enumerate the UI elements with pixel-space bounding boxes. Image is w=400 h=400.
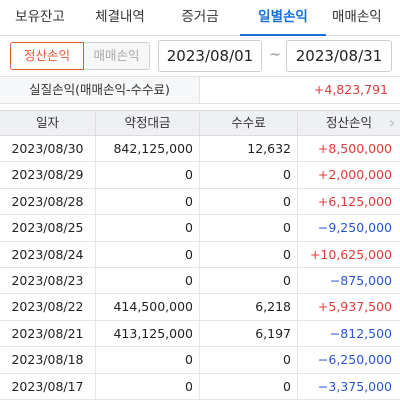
row-date: 2023/08/24 xyxy=(0,241,96,267)
realized-pnl-label: 실질손익(매매손익-수수료) xyxy=(0,77,200,103)
row-settlement-pnl: −6,250,000 xyxy=(317,352,392,368)
row-settlement-pnl: +5,937,500 xyxy=(317,299,392,315)
chevron-right-icon[interactable]: › xyxy=(384,111,400,135)
row-fee: 0 xyxy=(200,162,298,188)
row-date: 2023/08/23 xyxy=(0,267,96,294)
row-fee: 0 xyxy=(200,267,298,294)
row-contract-amount: 413,125,000 xyxy=(96,320,200,347)
date-from-field[interactable]: 2023/08/01 xyxy=(158,40,262,72)
date-to-field[interactable]: 2023/08/31 xyxy=(286,40,392,72)
row-fee: 0 xyxy=(200,373,298,399)
mode-settlement-pnl-button[interactable]: 정산손익 xyxy=(10,42,84,70)
row-date: 2023/08/28 xyxy=(0,188,96,215)
row-date: 2023/08/25 xyxy=(0,215,96,241)
table-row[interactable]: 2023/08/29 0 0 +2,000,000 xyxy=(0,162,400,189)
header-settlement-pnl: 정산손익 xyxy=(325,115,372,130)
row-settlement-pnl: +10,625,000 xyxy=(309,246,392,262)
row-contract-amount: 0 xyxy=(96,241,200,267)
table-header: 일자 약정대금 수수료 정산손익 › xyxy=(0,110,400,136)
row-fee: 6,218 xyxy=(200,294,298,320)
table-row[interactable]: 2023/08/21 413,125,000 6,197 −812,500 xyxy=(0,320,400,348)
table-row[interactable]: 2023/08/18 0 0 −6,250,000 xyxy=(0,347,400,374)
header-date: 일자 xyxy=(0,111,96,135)
row-settlement-pnl: −3,375,000 xyxy=(317,378,392,394)
realized-pnl-summary: 실질손익(매매손익-수수료) +4,823,791 xyxy=(0,76,400,104)
mode-trade-pnl-button[interactable]: 매매손익 xyxy=(84,42,150,70)
row-fee: 0 xyxy=(200,215,298,241)
row-settlement-pnl: +6,125,000 xyxy=(317,193,392,209)
header-contract-amount: 약정대금 xyxy=(96,111,200,135)
row-contract-amount: 0 xyxy=(96,373,200,399)
table-row[interactable]: 2023/08/23 0 0 −875,000 xyxy=(0,267,400,295)
tab-executions[interactable]: 체결내역 xyxy=(95,9,145,25)
row-settlement-pnl: −875,000 xyxy=(329,272,392,288)
table-row[interactable]: 2023/08/30 842,125,000 12,632 +8,500,000 xyxy=(0,136,400,163)
table-row[interactable]: 2023/08/28 0 0 +6,125,000 xyxy=(0,188,400,216)
row-contract-amount: 0 xyxy=(96,215,200,241)
row-date: 2023/08/18 xyxy=(0,347,96,373)
row-contract-amount: 0 xyxy=(96,347,200,373)
row-date: 2023/08/29 xyxy=(0,162,96,188)
table-row[interactable]: 2023/08/17 0 0 −3,375,000 xyxy=(0,373,400,400)
row-contract-amount: 0 xyxy=(96,267,200,294)
tab-holdings[interactable]: 보유잔고 xyxy=(15,9,65,25)
table-row[interactable]: 2023/08/22 414,500,000 6,218 +5,937,500 xyxy=(0,294,400,321)
table-row[interactable]: 2023/08/25 0 0 −9,250,000 xyxy=(0,215,400,242)
tab-daily-pnl[interactable]: 일별손익 xyxy=(240,0,326,36)
header-fee: 수수료 xyxy=(200,111,298,135)
realized-pnl-value: +4,823,791 xyxy=(313,82,388,97)
tab-bar: 보유잔고 체결내역 증거금 일별손익 매매손익 xyxy=(0,0,400,36)
row-settlement-pnl: −812,500 xyxy=(329,325,392,341)
tab-trade-pnl[interactable]: 매매손익 xyxy=(332,9,382,25)
row-fee: 6,197 xyxy=(200,320,298,347)
row-date: 2023/08/22 xyxy=(0,294,96,320)
row-contract-amount: 414,500,000 xyxy=(96,294,200,320)
table-row[interactable]: 2023/08/24 0 0 +10,625,000 xyxy=(0,241,400,268)
row-contract-amount: 0 xyxy=(96,162,200,188)
date-range-separator: ~ xyxy=(269,47,281,63)
row-date: 2023/08/30 xyxy=(0,136,96,162)
row-fee: 12,632 xyxy=(200,136,298,162)
row-contract-amount: 0 xyxy=(96,188,200,215)
row-settlement-pnl: +8,500,000 xyxy=(317,141,392,156)
tab-margin[interactable]: 증거금 xyxy=(181,9,219,25)
row-settlement-pnl: +2,000,000 xyxy=(317,167,392,183)
row-date: 2023/08/17 xyxy=(0,373,96,399)
row-date: 2023/08/21 xyxy=(0,320,96,347)
row-contract-amount: 842,125,000 xyxy=(96,136,200,162)
daily-pnl-table: 일자 약정대금 수수료 정산손익 › 2023/08/30 842,125,00… xyxy=(0,110,400,400)
row-fee: 0 xyxy=(200,347,298,373)
row-settlement-pnl: −9,250,000 xyxy=(317,220,392,236)
row-fee: 0 xyxy=(200,241,298,267)
filter-bar: 정산손익 매매손익 2023/08/01 ~ 2023/08/31 xyxy=(0,36,400,76)
row-fee: 0 xyxy=(200,188,298,215)
